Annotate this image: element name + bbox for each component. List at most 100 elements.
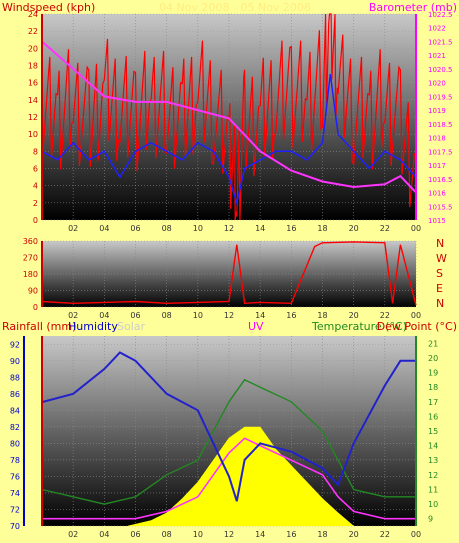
y-tick-label-humidity: 78 bbox=[10, 456, 20, 465]
legend-uv: UV bbox=[248, 320, 264, 333]
x-tick-label: 14 bbox=[255, 311, 265, 320]
y-tick-label-wind: 6 bbox=[33, 165, 38, 174]
x-tick-label: 06 bbox=[130, 224, 140, 233]
y-tick-label-wind: 10 bbox=[28, 130, 38, 139]
legend-rainfall: Rainfall (mm) bbox=[2, 320, 76, 333]
y-tick-label-temperature: 16 bbox=[428, 412, 438, 421]
barometer-line bbox=[41, 40, 417, 194]
x-tick-label: 00 bbox=[411, 530, 421, 539]
x-tick-label: 18 bbox=[317, 530, 327, 539]
date-range-label: 04 Nov 2008 - 05 Nov 2008 bbox=[159, 1, 311, 14]
solar-line bbox=[127, 426, 354, 527]
y-tick-label-humidity: 74 bbox=[10, 489, 20, 498]
y-tick-label-temperature: 19 bbox=[428, 369, 438, 378]
windspeed-line bbox=[41, 13, 415, 221]
x-tick-label: 22 bbox=[380, 530, 390, 539]
x-tick-label: 18 bbox=[317, 224, 327, 233]
x-tick-label: 16 bbox=[286, 224, 296, 233]
y-tick-label-humidity: 82 bbox=[10, 423, 20, 432]
x-tick-label: 16 bbox=[286, 311, 296, 320]
x-tick-label: 18 bbox=[317, 311, 327, 320]
legend-dewpoint: Dew Point (°C) bbox=[377, 320, 457, 333]
x-tick-label: 12 bbox=[224, 530, 234, 539]
x-tick-label: 14 bbox=[255, 530, 265, 539]
x-tick-label: 04 bbox=[99, 530, 109, 539]
y-tick-label-temperature: 15 bbox=[428, 427, 438, 436]
x-tick-label: 12 bbox=[224, 224, 234, 233]
y-tick-label-barometer: 1019 bbox=[428, 107, 446, 115]
y-tick-label-temperature: 13 bbox=[428, 456, 438, 465]
y-tick-label-humidity: 90 bbox=[10, 357, 20, 366]
y-tick-label-humidity: 72 bbox=[10, 505, 20, 514]
y-tick-label-temperature: 18 bbox=[428, 383, 438, 392]
x-tick-label: 02 bbox=[68, 224, 78, 233]
x-tick-label: 06 bbox=[130, 311, 140, 320]
y-tick-label-direction: 90 bbox=[28, 287, 38, 296]
x-tick-label: 22 bbox=[380, 311, 390, 320]
y-tick-label-wind: 4 bbox=[33, 182, 38, 191]
y-tick-label-barometer: 1020.5 bbox=[428, 66, 453, 74]
y-tick-label-barometer: 1020 bbox=[428, 80, 446, 88]
x-tick-label: 20 bbox=[349, 530, 359, 539]
y-tick-label-wind: 20 bbox=[28, 44, 38, 53]
legend-solar: Solar bbox=[117, 320, 146, 333]
y-tick-label-wind: 8 bbox=[33, 147, 38, 156]
y-tick-label-humidity: 86 bbox=[10, 390, 20, 399]
x-tick-label: 10 bbox=[193, 224, 203, 233]
y-tick-label-barometer: 1019.5 bbox=[428, 93, 453, 101]
y-tick-label-temperature: 12 bbox=[428, 471, 438, 480]
y-tick-label-wind: 0 bbox=[33, 216, 38, 225]
y-tick-label-temperature: 11 bbox=[428, 485, 438, 494]
x-tick-label: 08 bbox=[162, 311, 172, 320]
legend-humidity: Humidity bbox=[68, 320, 118, 333]
y-tick-label-wind: 24 bbox=[28, 10, 38, 19]
x-tick-label: 08 bbox=[162, 530, 172, 539]
y-tick-label-temperature: 17 bbox=[428, 398, 438, 407]
dewpoint-line bbox=[42, 437, 416, 520]
x-tick-label: 02 bbox=[68, 311, 78, 320]
y-tick-label-wind: 22 bbox=[28, 27, 38, 36]
x-tick-label: 10 bbox=[193, 311, 203, 320]
wind-average-line bbox=[41, 74, 417, 206]
compass-label: N bbox=[436, 297, 444, 310]
x-tick-label: 14 bbox=[255, 224, 265, 233]
wind-direction-line bbox=[41, 241, 417, 306]
x-tick-label: 04 bbox=[99, 224, 109, 233]
barometer-label: Barometer (mb) bbox=[369, 1, 457, 14]
y-tick-label-barometer: 1016.5 bbox=[428, 176, 453, 184]
x-tick-label: 20 bbox=[349, 224, 359, 233]
x-tick-label: 00 bbox=[411, 224, 421, 233]
y-tick-label-direction: 270 bbox=[23, 254, 38, 263]
y-tick-label-temperature: 21 bbox=[428, 339, 438, 348]
y-tick-label-humidity: 88 bbox=[10, 373, 20, 382]
y-tick-label-direction: 180 bbox=[23, 270, 38, 279]
windspeed-label: Windspeed (kph) bbox=[2, 1, 95, 14]
y-tick-label-barometer: 1018 bbox=[428, 135, 446, 143]
y-tick-label-wind: 2 bbox=[33, 199, 38, 208]
y-tick-label-barometer: 1016 bbox=[428, 190, 446, 198]
y-tick-label-barometer: 1017.5 bbox=[428, 148, 453, 156]
y-tick-label-temperature: 9 bbox=[428, 515, 433, 524]
x-tick-label: 04 bbox=[99, 311, 109, 320]
temperature-line bbox=[41, 378, 416, 505]
humidity-line bbox=[41, 351, 416, 502]
legend-temperature: Temperature (°C) bbox=[311, 320, 407, 333]
y-tick-label-direction: 360 bbox=[23, 237, 38, 246]
y-tick-label-wind: 12 bbox=[28, 113, 38, 122]
y-tick-label-wind: 14 bbox=[28, 96, 38, 105]
y-tick-label-temperature: 14 bbox=[428, 442, 438, 451]
x-tick-label: 02 bbox=[68, 530, 78, 539]
y-tick-label-humidity: 84 bbox=[10, 406, 20, 415]
y-tick-label-wind: 18 bbox=[28, 62, 38, 71]
y-tick-label-barometer: 1021 bbox=[428, 52, 446, 60]
y-tick-label-barometer: 1015.5 bbox=[428, 203, 453, 211]
x-tick-label: 06 bbox=[130, 530, 140, 539]
y-tick-label-barometer: 1021.5 bbox=[428, 38, 453, 46]
y-tick-label-direction: 0 bbox=[33, 303, 38, 312]
x-tick-label: 08 bbox=[162, 224, 172, 233]
y-tick-label-barometer: 1022.5 bbox=[428, 11, 453, 19]
y-tick-label-humidity: 92 bbox=[10, 340, 20, 349]
x-tick-label: 22 bbox=[380, 224, 390, 233]
y-tick-label-barometer: 1017 bbox=[428, 162, 446, 170]
